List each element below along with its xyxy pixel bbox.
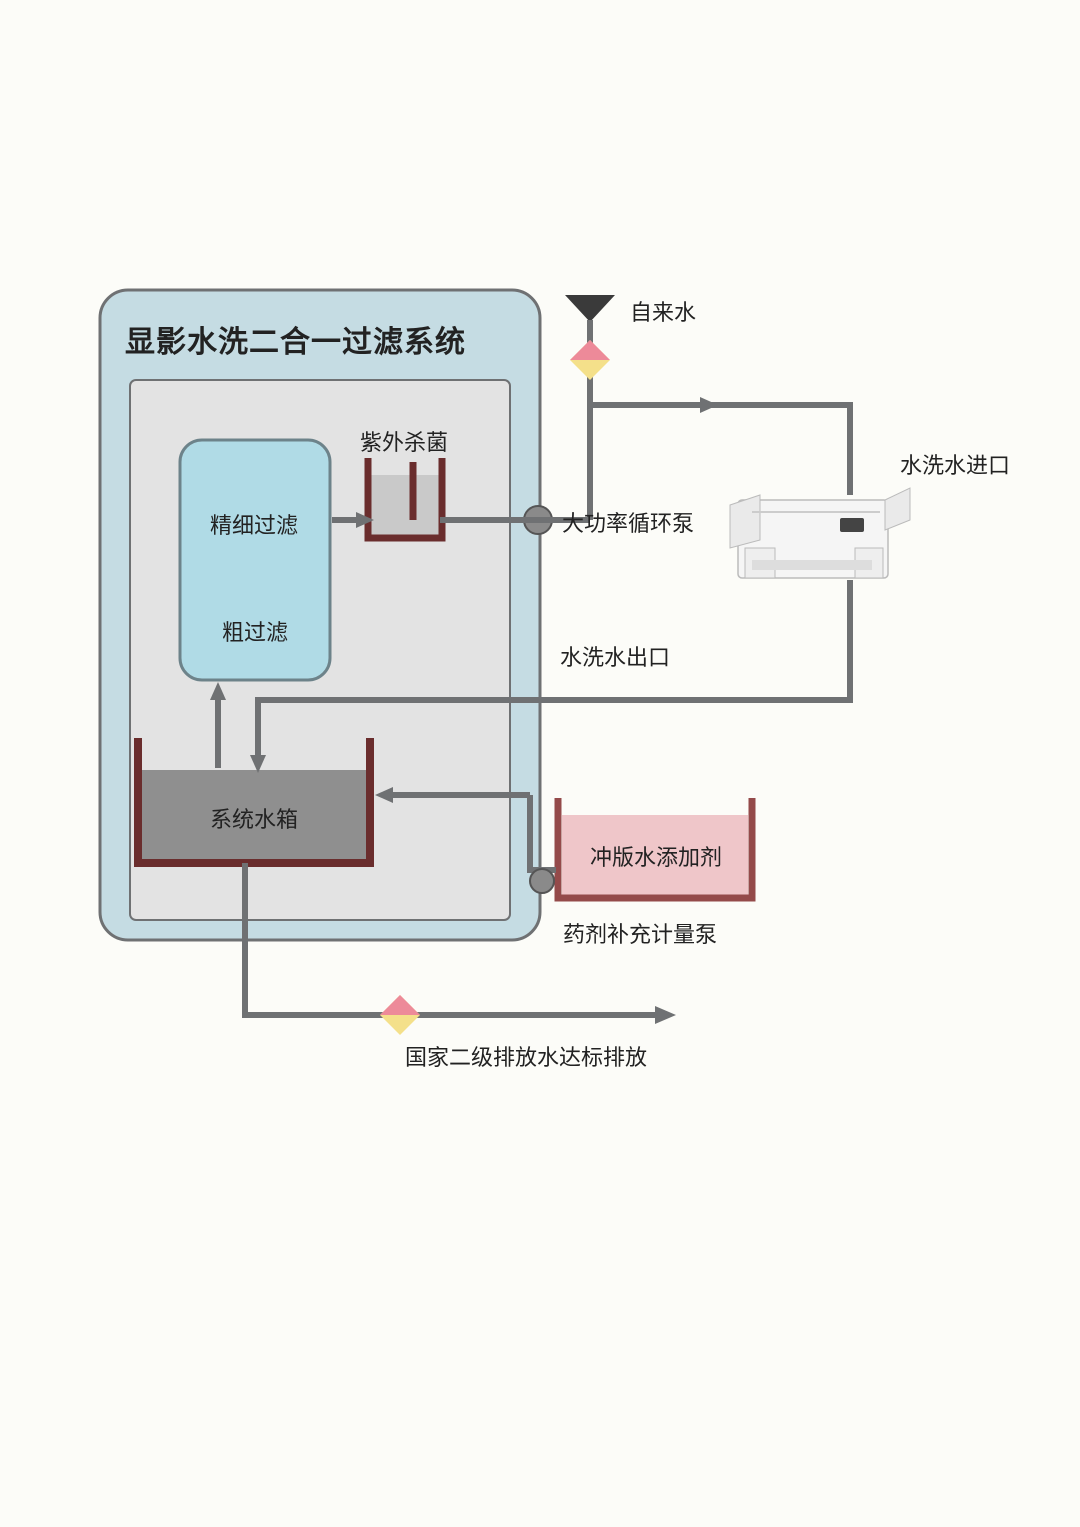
fine-filter-label: 精细过滤 [210, 508, 298, 540]
tap-water-valve-diamond [570, 340, 610, 380]
discharge-label: 国家二级排放水达标排放 [405, 1040, 647, 1072]
wash-inlet-label: 水洗水进口 [900, 448, 1010, 480]
diagram-svg [0, 0, 1080, 1527]
tap-water-label: 自来水 [630, 295, 696, 327]
wash-outlet-label: 水洗水出口 [560, 640, 670, 672]
dosing-pump-icon [530, 869, 554, 893]
system-title: 显影水洗二合一过滤系统 [125, 317, 466, 361]
dosing-pump-label: 药剂补充计量泵 [563, 917, 717, 949]
system-tank-label: 系统水箱 [210, 802, 298, 834]
discharge-valve-diamond [380, 995, 420, 1035]
uv-sterilize-label: 紫外杀菌 [360, 425, 448, 457]
coarse-filter-label: 粗过滤 [222, 615, 288, 647]
high-power-pump-label: 大功率循环泵 [562, 506, 694, 538]
tap-water-funnel [565, 295, 615, 322]
arrow-top-right [700, 397, 718, 413]
additive-label: 冲版水添加剂 [590, 840, 722, 872]
arrow-discharge [655, 1006, 676, 1024]
processor-machine [730, 488, 910, 578]
